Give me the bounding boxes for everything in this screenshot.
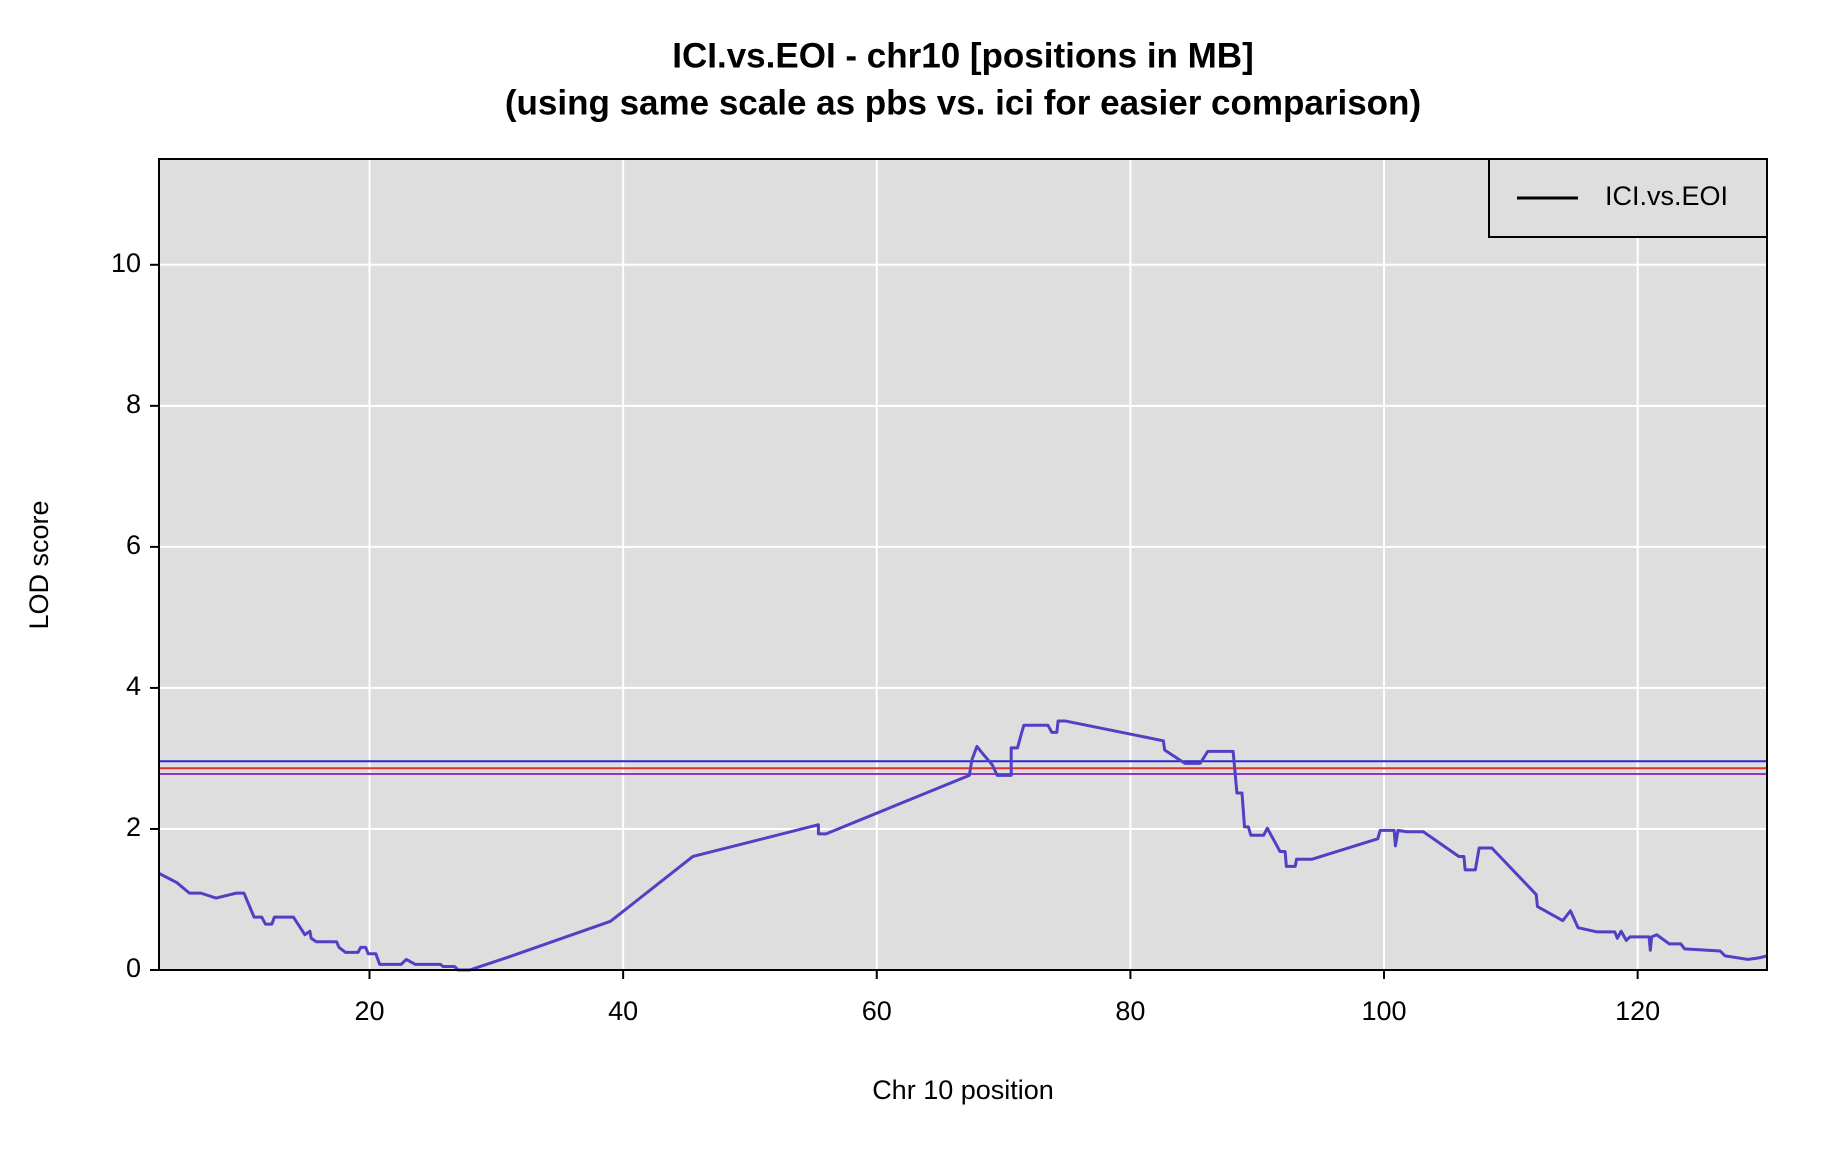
x-tick-label: 20 [354, 996, 384, 1026]
y-axis-label: LOD score [24, 500, 54, 629]
x-tick-label: 40 [608, 996, 638, 1026]
x-tick-label: 80 [1115, 996, 1145, 1026]
plot-area [159, 159, 1767, 970]
y-tick-label: 8 [126, 389, 141, 419]
chart-title: ICI.vs.EOI - chr10 [positions in MB] [672, 36, 1253, 75]
y-tick-label: 0 [126, 953, 141, 983]
data-line [158, 719, 1768, 972]
y-tick-label: 6 [126, 530, 141, 560]
x-axis-label: Chr 10 position [872, 1075, 1054, 1105]
plot-border [158, 158, 1768, 971]
legend-label: ICI.vs.EOI [1605, 181, 1728, 211]
x-tick-label: 60 [862, 996, 892, 1026]
y-tick-label: 4 [126, 671, 141, 701]
x-tick-label: 100 [1361, 996, 1406, 1026]
y-tick-label: 10 [111, 248, 141, 278]
chart-subtitle: (using same scale as pbs vs. ici for eas… [505, 83, 1421, 122]
x-tick-label: 120 [1615, 996, 1660, 1026]
y-tick-label: 2 [126, 812, 141, 842]
